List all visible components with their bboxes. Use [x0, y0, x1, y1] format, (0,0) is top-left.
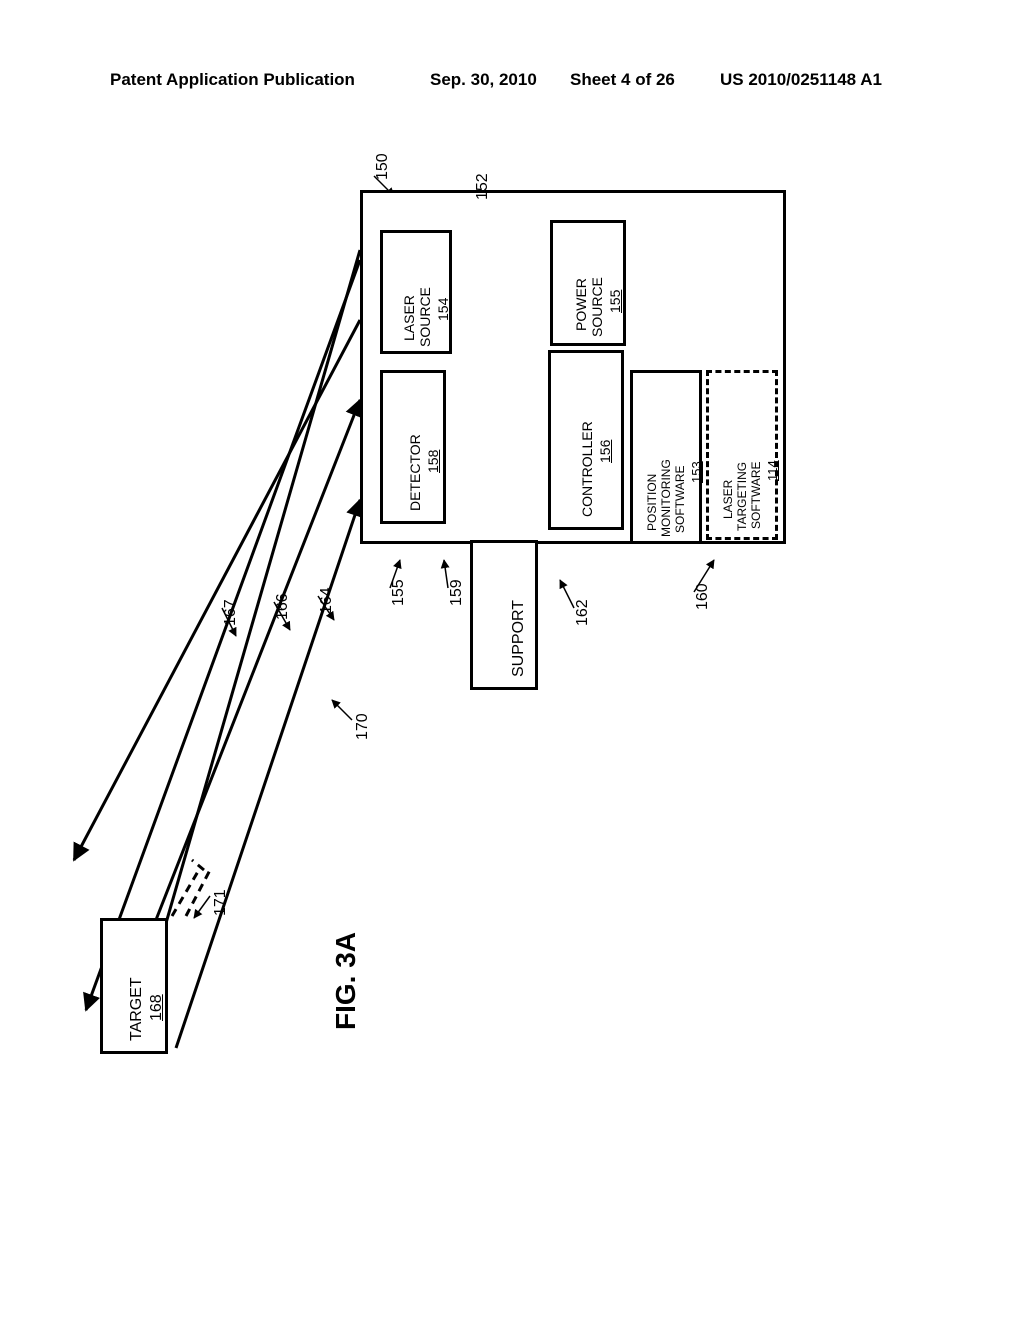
laser-title-2: SOURCE — [417, 287, 433, 347]
ref-164: 164 — [318, 587, 336, 614]
support-box: SUPPORT — [470, 540, 538, 690]
ref-152: 152 — [474, 173, 492, 200]
ref-171: 171 — [212, 889, 230, 916]
ref-160: 160 — [694, 583, 712, 610]
position-monitoring-box: POSITION MONITORING SOFTWARE 153 — [630, 370, 702, 544]
ref-162: 162 — [574, 599, 592, 626]
target-box: TARGET 168 — [100, 918, 168, 1054]
controller-title: CONTROLLER — [579, 421, 595, 517]
lasertgt-t1: LASER — [721, 480, 735, 519]
figure-label: FIG. 3A — [330, 932, 362, 1030]
posmon-num: 153 — [689, 461, 704, 483]
laser-title-1: LASER — [401, 295, 417, 341]
target-title: TARGET — [128, 977, 145, 1041]
lasertgt-num: 114 — [765, 460, 780, 481]
ref-170: 170 — [354, 713, 372, 740]
laser-source-box: LASER SOURCE 154 — [380, 230, 452, 354]
posmon-t2: MONITORING — [659, 459, 673, 537]
controller-box: CONTROLLER 156 — [548, 350, 624, 530]
lasertgt-t2: TARGETING — [735, 462, 749, 531]
support-title: SUPPORT — [510, 600, 527, 677]
posmon-t1: POSITION — [645, 474, 659, 531]
detector-box: DETECTOR 158 — [380, 370, 446, 524]
detector-title: DETECTOR — [407, 434, 423, 511]
controller-num: 156 — [597, 440, 613, 463]
ref-167: 167 — [222, 599, 240, 626]
posmon-t3: SOFTWARE — [673, 465, 687, 533]
page: Patent Application Publication Sep. 30, … — [0, 0, 1024, 1320]
ref-155: 155 — [390, 579, 408, 606]
ref-150: 150 — [374, 153, 392, 180]
laser-num: 154 — [435, 298, 451, 321]
ref-166: 166 — [274, 593, 292, 620]
power-title-2: SOURCE — [589, 277, 605, 337]
lasertgt-t3: SOFTWARE — [749, 461, 763, 529]
power-num: 155 — [607, 290, 623, 313]
power-source-box: POWER SOURCE 155 — [550, 220, 626, 346]
target-num: 168 — [148, 994, 165, 1021]
detector-num: 158 — [425, 450, 441, 473]
ref-159: 159 — [448, 579, 466, 606]
power-title-1: POWER — [573, 278, 589, 331]
laser-targeting-box: LASER TARGETING SOFTWARE 114 — [706, 370, 778, 540]
